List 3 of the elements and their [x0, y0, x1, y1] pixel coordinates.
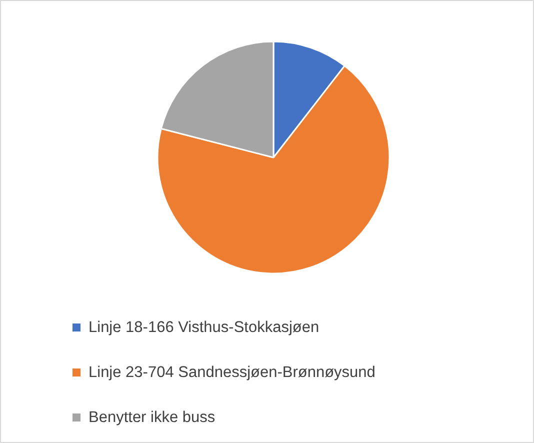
legend-label: Linje 18-166 Visthus-Stokkasjøen — [88, 319, 320, 336]
legend-label: Benytter ikke buss — [88, 409, 216, 426]
legend-label: Linje 23-704 Sandnessjøen-Brønnøysund — [88, 364, 376, 381]
